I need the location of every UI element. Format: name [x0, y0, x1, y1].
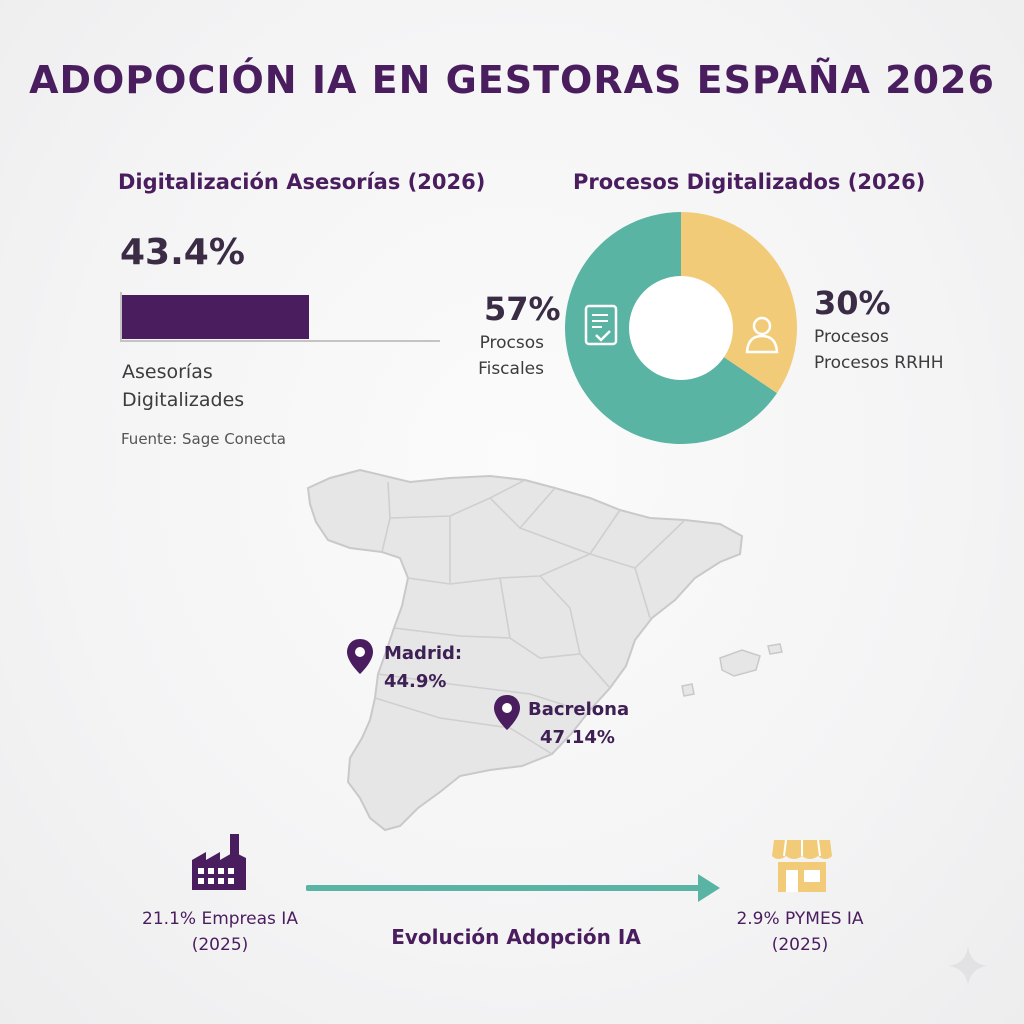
map-pin-icon: [494, 695, 520, 730]
island-mallorca: [719, 649, 761, 677]
donut-slice-rrhh: [681, 212, 797, 394]
companies-line1: 21.1% Empreas IA: [142, 909, 298, 929]
page-title: ADOPOCIÓN IA EN GESTORAS ESPAÑA 2026: [29, 58, 995, 102]
digitalization-bar-chart: [120, 292, 440, 342]
source-label: Fuente: Sage Conecta: [121, 430, 286, 448]
evolution-label: Evolución Adopción IA: [391, 925, 641, 949]
region-borders: [374, 479, 686, 755]
bar-fill: [122, 295, 309, 339]
evolution-arrow-icon: [306, 874, 720, 902]
factory-icon: [192, 834, 246, 890]
mainland-outline: [306, 468, 744, 832]
processes-donut-chart: [565, 212, 797, 444]
bar-category-line1: Asesorías: [122, 361, 213, 383]
rrhh-line1: Procesos: [814, 327, 889, 347]
barcelona-label: Bacrelona 47.14%: [528, 696, 629, 752]
rrhh-category-label: Procesos Procesos RRHH: [814, 324, 943, 376]
barcelona-name: Bacrelona: [528, 699, 630, 720]
document-icon: [584, 304, 618, 346]
companies-line2: (2025): [191, 935, 249, 955]
donut-hole: [629, 276, 733, 380]
left-subtitle: Digitalización Asesorías (2026): [118, 170, 486, 194]
rrhh-line2: Procesos RRHH: [814, 353, 944, 373]
shop-icon: [772, 839, 832, 892]
bar-value-label: 43.4%: [120, 232, 245, 273]
smes-line2: (2025): [771, 935, 829, 955]
barcelona-value: 47.14%: [540, 727, 615, 748]
companies-label: 21.1% Empreas IA (2025): [130, 906, 310, 958]
madrid-label: Madrid: 44.9%: [384, 640, 462, 696]
fiscal-line2: Fiscales: [478, 359, 544, 379]
spain-map: [306, 468, 783, 832]
rrhh-pct-label: 30%: [814, 284, 891, 322]
bar-category-line2: Digitalizades: [122, 389, 245, 411]
right-subtitle: Procesos Digitalizados (2026): [573, 170, 926, 194]
map-pin-icon: [347, 639, 373, 674]
sparkle-icon: [948, 946, 988, 986]
user-icon: [745, 316, 779, 354]
island-menorca: [767, 643, 783, 655]
fiscal-line1: Procsos: [479, 333, 544, 353]
fiscal-category-label: Procsos Fiscales: [472, 330, 544, 382]
smes-line1: 2.9% PYMES IA: [736, 909, 864, 929]
fiscal-pct-label: 57%: [484, 290, 561, 328]
bar-category-label: Asesorías Digitalizades: [122, 358, 244, 414]
smes-label: 2.9% PYMES IA (2025): [710, 906, 890, 958]
madrid-name: Madrid:: [384, 643, 463, 664]
madrid-value: 44.9%: [384, 671, 447, 692]
island-ibiza: [681, 683, 695, 697]
